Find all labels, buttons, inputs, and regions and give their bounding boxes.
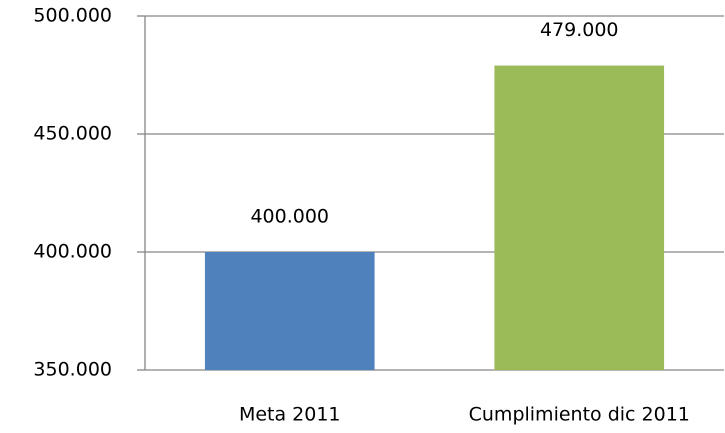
data-label: 400.000 bbox=[250, 206, 329, 228]
y-tick-label: 500.000 bbox=[33, 5, 112, 27]
y-tick-label: 400.000 bbox=[33, 241, 112, 263]
bar bbox=[494, 65, 665, 370]
y-tick-label: 450.000 bbox=[33, 123, 112, 145]
bar bbox=[204, 252, 375, 370]
x-tick-label: Cumplimiento dic 2011 bbox=[469, 404, 690, 426]
data-label: 479.000 bbox=[540, 19, 619, 41]
x-tick-label: Meta 2011 bbox=[239, 404, 341, 426]
y-tick-label: 350.000 bbox=[33, 359, 112, 381]
